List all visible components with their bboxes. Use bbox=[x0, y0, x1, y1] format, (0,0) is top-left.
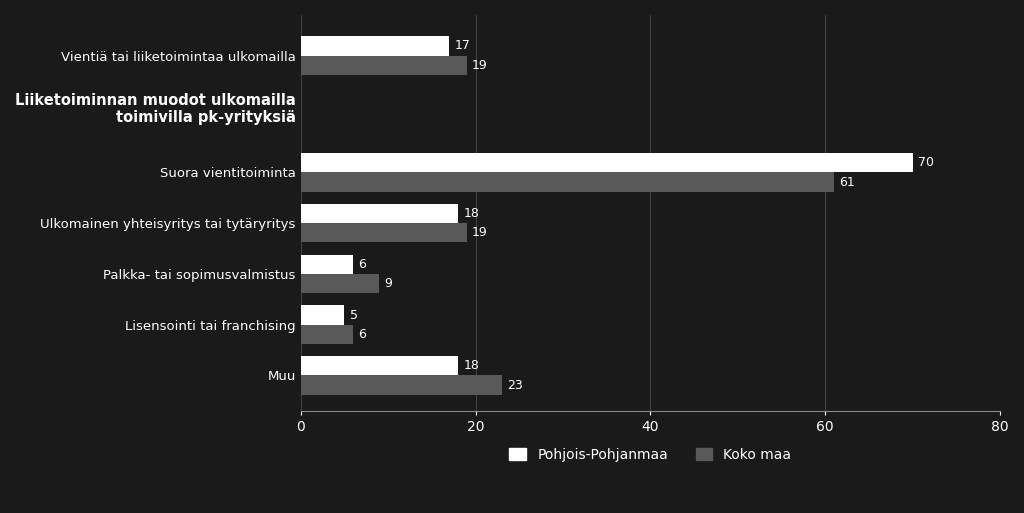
Bar bbox=[301, 55, 467, 75]
Bar bbox=[301, 153, 912, 172]
Text: 61: 61 bbox=[840, 175, 855, 188]
Text: 9: 9 bbox=[385, 277, 392, 290]
Legend: Pohjois-Pohjanmaa, Koko maa: Pohjois-Pohjanmaa, Koko maa bbox=[504, 442, 797, 467]
Bar bbox=[301, 204, 458, 223]
Bar bbox=[301, 376, 502, 394]
Text: 19: 19 bbox=[472, 59, 487, 72]
Bar bbox=[301, 223, 467, 243]
Text: 6: 6 bbox=[358, 328, 367, 341]
Text: 18: 18 bbox=[463, 207, 479, 220]
Text: 6: 6 bbox=[358, 258, 367, 271]
Text: 5: 5 bbox=[349, 308, 357, 322]
Bar bbox=[301, 325, 353, 344]
Bar bbox=[301, 305, 344, 325]
Text: 18: 18 bbox=[463, 359, 479, 372]
Bar bbox=[301, 36, 450, 55]
Bar bbox=[301, 274, 379, 293]
Text: 19: 19 bbox=[472, 226, 487, 239]
Bar bbox=[301, 172, 834, 192]
Text: 17: 17 bbox=[455, 40, 470, 52]
Text: 70: 70 bbox=[918, 156, 934, 169]
Bar bbox=[301, 254, 353, 274]
Text: 23: 23 bbox=[507, 379, 522, 391]
Bar bbox=[301, 356, 458, 376]
